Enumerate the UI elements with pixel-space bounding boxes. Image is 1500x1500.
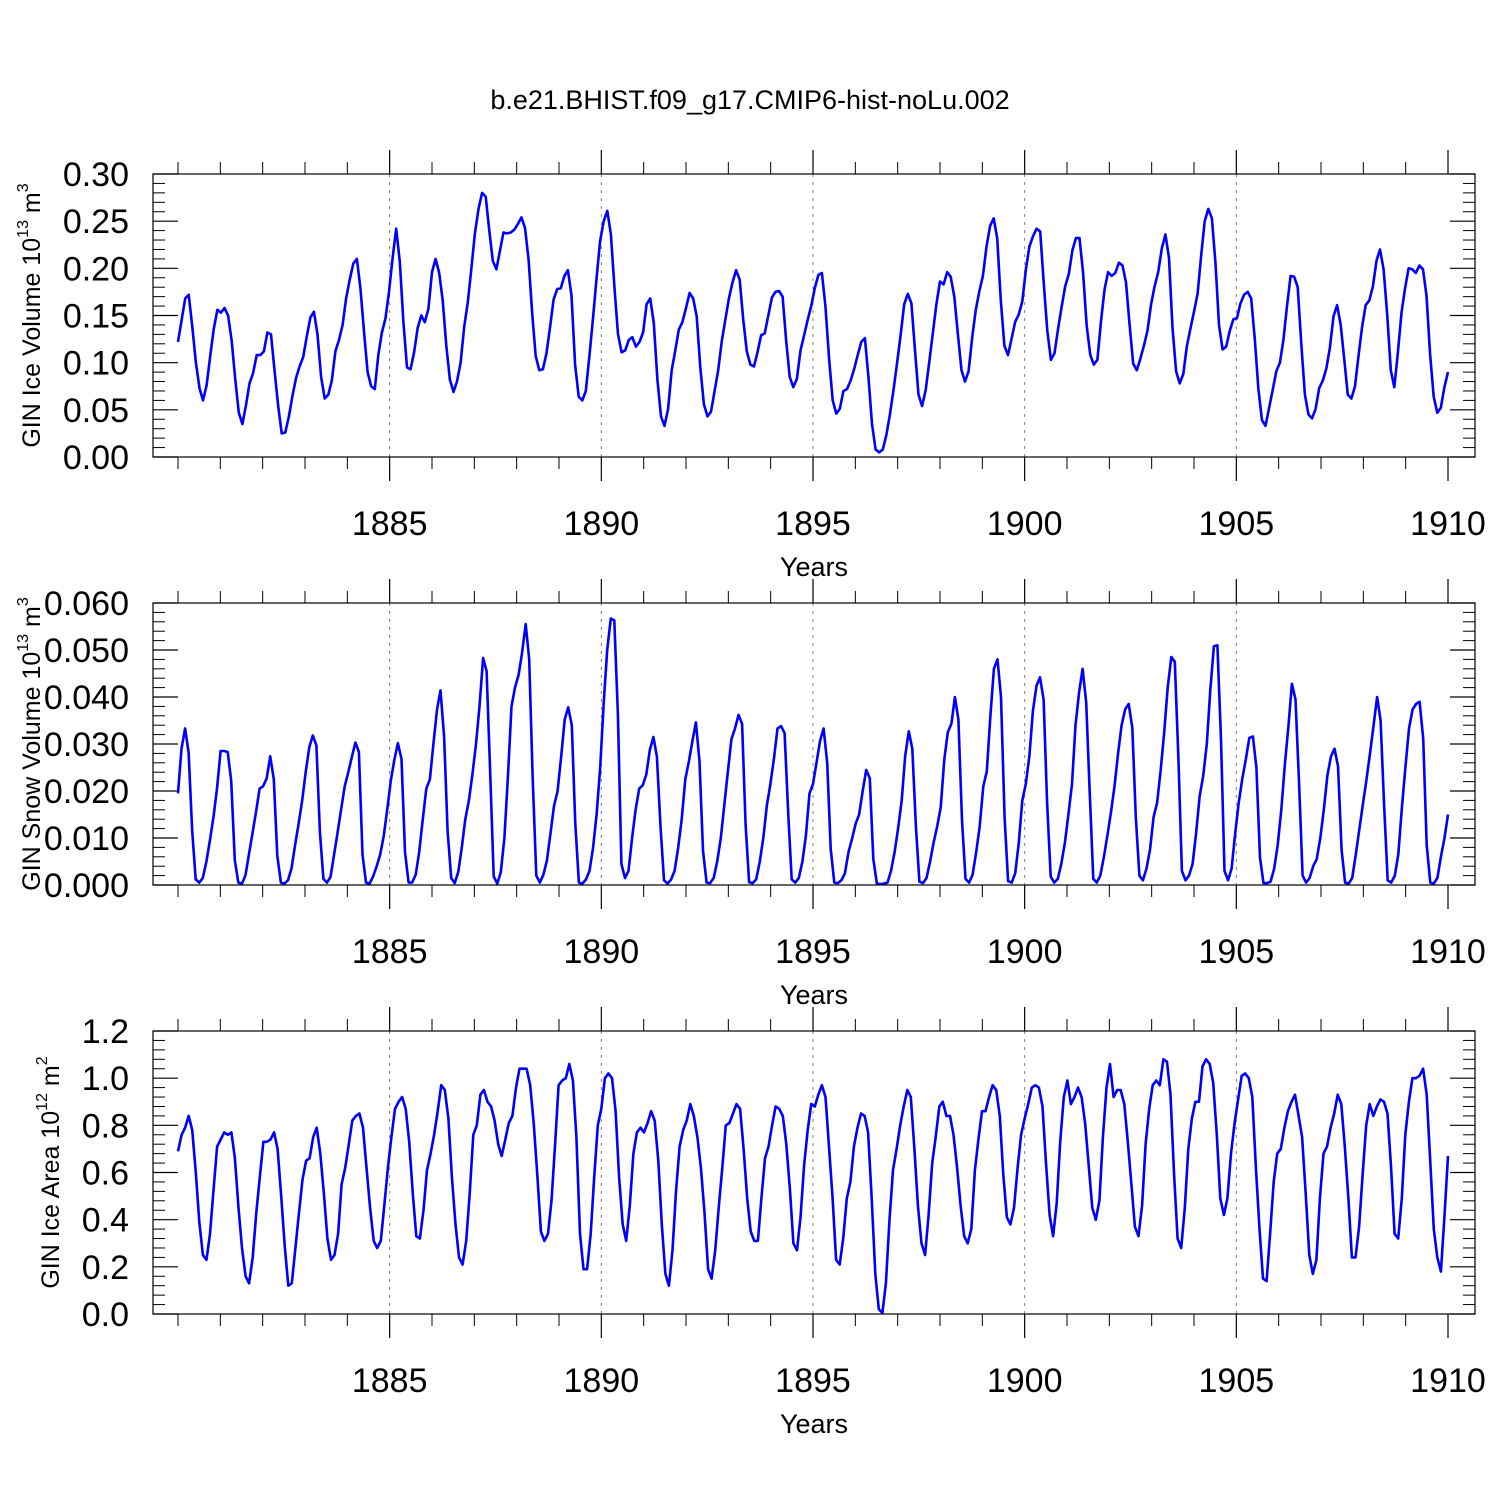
snow-volume-ticks [153, 579, 1475, 909]
ice-volume-y-tick-label: 0.05 [63, 392, 129, 430]
ice-area-y-tick-label: 1.0 [82, 1060, 129, 1098]
ice-volume-y-axis-title: GIN Ice Volume 1013 m3 [15, 183, 46, 447]
ice-area-x-tick-label: 1905 [1199, 1362, 1275, 1400]
ice-volume-y-tick-label: 0.00 [63, 439, 129, 477]
ice-area-y-axis-title: GIN Ice Area 1012 m2 [34, 1056, 65, 1288]
ice-area-y-tick-label: 0.2 [82, 1249, 129, 1287]
snow-volume-y-tick-label: 0.060 [44, 585, 129, 623]
ice-area-y-tick-label: 0.4 [82, 1202, 129, 1240]
snow-volume-x-tick-labels: 1885 1890 1895 1900 1905 1910 [352, 933, 1486, 971]
ice-area-x-tick-labels: 1885 1890 1895 1900 1905 1910 [352, 1362, 1486, 1400]
ice-volume-x-axis-title: Years [780, 552, 848, 582]
ice-volume-x-tick-label: 1885 [352, 505, 428, 543]
ice-area-ticks [153, 1007, 1475, 1338]
ice-volume-x-tick-label: 1890 [564, 505, 640, 543]
snow-volume-x-tick-label: 1905 [1199, 933, 1275, 971]
ice-area-x-tick-label: 1885 [352, 1362, 428, 1400]
figure-title: b.e21.BHIST.f09_g17.CMIP6-hist-noLu.002 [490, 85, 1009, 115]
ice-volume-plot-frame [152, 173, 1476, 458]
snow-volume-gridlines [389, 603, 1237, 885]
snow-volume-y-tick-label: 0.020 [44, 773, 129, 811]
ice-area-y-tick-label: 0.6 [82, 1155, 129, 1193]
ice-volume-x-tick-label: 1900 [987, 505, 1063, 543]
ice-volume-y-tick-label: 0.25 [63, 203, 129, 241]
snow-volume-x-axis-title: Years [780, 980, 848, 1010]
ice-volume-series-line [176, 191, 1450, 454]
snow-volume-y-tick-label: 0.050 [44, 632, 129, 670]
ice-area-y-tick-label: 1.2 [82, 1013, 129, 1051]
ice-area-y-tick-labels: 0.0 0.2 0.4 0.6 0.8 1.0 1.2 [82, 1013, 129, 1334]
snow-volume-x-tick-label: 1895 [775, 933, 851, 971]
ice-area-x-tick-label: 1910 [1410, 1362, 1486, 1400]
ice-area-x-tick-label: 1890 [564, 1362, 640, 1400]
snow-volume-series-line [176, 617, 1450, 886]
ice-area-plot-frame [152, 1030, 1476, 1315]
snow-volume-x-tick-label: 1910 [1410, 933, 1486, 971]
ice-volume-y-tick-label: 0.20 [63, 250, 129, 288]
ice-area-x-tick-label: 1900 [987, 1362, 1063, 1400]
ice-volume-y-tick-label: 0.10 [63, 345, 129, 383]
snow-volume-plot-frame [152, 602, 1476, 886]
ice-volume-panel: 1885 1890 1895 1900 1905 1910 0.00 0.05 0.10 0.1… [15, 150, 1486, 582]
ice-volume-ticks [153, 150, 1475, 481]
ice-volume-y-tick-labels: 0.00 0.05 0.10 0.15 0.20 0.25 0.30 [63, 156, 129, 477]
ice-volume-x-tick-labels: 1885 1890 1895 1900 1905 1910 [352, 505, 1486, 543]
ice-volume-x-tick-label: 1895 [775, 505, 851, 543]
ice-area-series-line [176, 1058, 1450, 1315]
ice-volume-y-tick-label: 0.30 [63, 156, 129, 194]
ice-area-y-tick-label: 0.8 [82, 1107, 129, 1145]
snow-volume-y-tick-label: 0.000 [44, 867, 129, 905]
snow-volume-x-tick-label: 1900 [987, 933, 1063, 971]
ice-volume-x-tick-label: 1910 [1410, 505, 1486, 543]
ice-volume-x-tick-label: 1905 [1199, 505, 1275, 543]
snow-volume-y-tick-label: 0.040 [44, 679, 129, 717]
snow-volume-x-tick-label: 1885 [352, 933, 428, 971]
ice-volume-y-tick-label: 0.15 [63, 298, 129, 336]
snow-volume-panel: 1885 1890 1895 1900 1905 1910 0.000 0.010 0.020… [15, 579, 1486, 1010]
snow-volume-y-axis-title: GIN Snow Volume 1013 m3 [15, 597, 46, 891]
ice-area-x-tick-label: 1895 [775, 1362, 851, 1400]
ice-area-x-axis-title: Years [780, 1409, 848, 1439]
snow-volume-x-tick-label: 1890 [564, 933, 640, 971]
snow-volume-y-tick-label: 0.010 [44, 820, 129, 858]
snow-volume-y-tick-label: 0.030 [44, 726, 129, 764]
ice-volume-gridlines [389, 174, 1237, 457]
ice-area-panel: 1885 1890 1895 1900 1905 1910 0.0 0.2 0.4 0.6 0.8… [34, 1007, 1486, 1439]
ice-area-y-tick-label: 0.0 [82, 1296, 129, 1334]
snow-volume-y-tick-labels: 0.000 0.010 0.020 0.030 0.040 0.050 0.060 [44, 585, 129, 905]
